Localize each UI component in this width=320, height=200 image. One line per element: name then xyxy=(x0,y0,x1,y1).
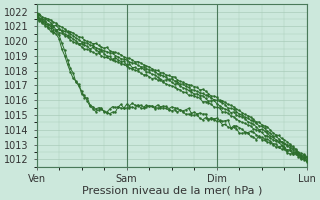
X-axis label: Pression niveau de la mer( hPa ): Pression niveau de la mer( hPa ) xyxy=(82,186,262,196)
